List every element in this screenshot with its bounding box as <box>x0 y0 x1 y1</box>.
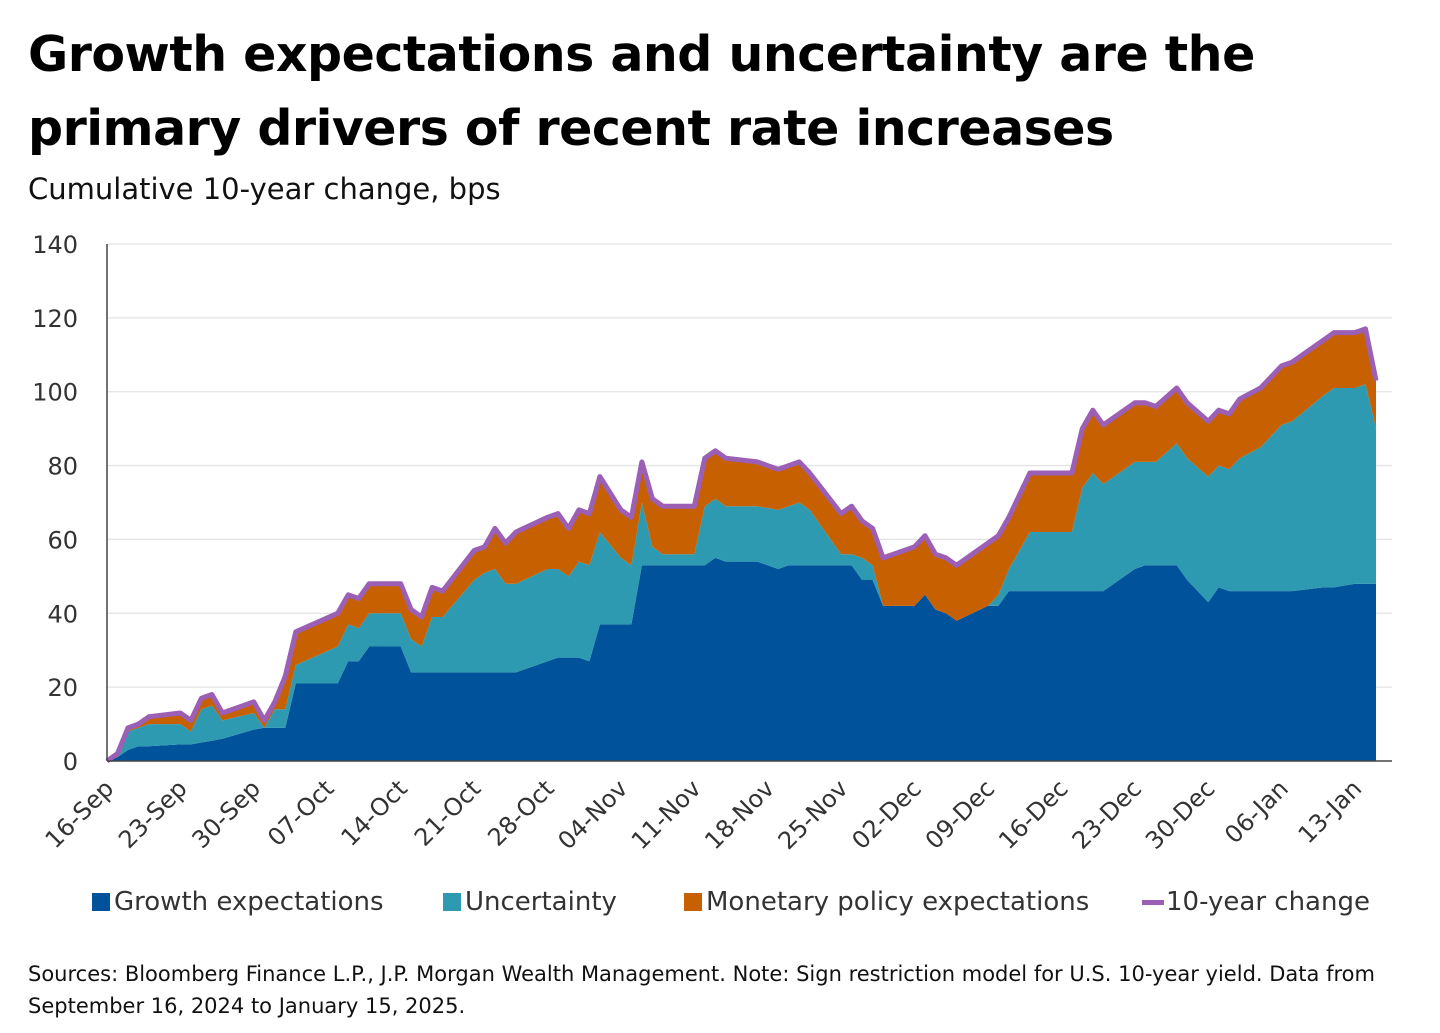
x-tick-label: 07-Oct <box>262 774 339 851</box>
chart-subtitle: Cumulative 10-year change, bps <box>28 172 501 206</box>
y-tick-label: 80 <box>47 453 78 481</box>
x-tick-label: 06-Jan <box>1219 774 1294 849</box>
chart-title: Growth expectations and uncertainty are … <box>28 26 1255 157</box>
y-tick-labels: 0 20 40 60 80 100 120 140 <box>32 231 78 776</box>
legend-label-ten-year: 10-year change <box>1166 887 1370 917</box>
legend-swatch-growth <box>92 893 110 911</box>
x-tick-label: 16-Dec <box>993 774 1073 854</box>
area-uncertainty <box>107 384 1376 761</box>
x-tick-label: 16-Sep <box>40 774 120 854</box>
x-tick-label: 11-Nov <box>626 774 707 855</box>
y-tick-label: 100 <box>32 379 78 407</box>
source-note: Sources: Bloomberg Finance L.P., J.P. Mo… <box>28 962 1375 1018</box>
legend-ten-year-change: 10-year change <box>1142 887 1370 917</box>
x-tick-label: 09-Dec <box>920 774 1000 854</box>
x-tick-label: 23-Dec <box>1067 774 1147 854</box>
y-tick-label: 120 <box>32 305 78 333</box>
legend-uncertainty: Uncertainty <box>443 887 617 917</box>
x-tick-label: 02-Dec <box>846 774 926 854</box>
legend-label-uncertainty: Uncertainty <box>465 887 617 917</box>
line-ten-year-change <box>105 326 1379 764</box>
legend-swatch-monetary <box>684 893 702 911</box>
legend-growth: Growth expectations <box>92 887 384 917</box>
legend-line-ten-year <box>1142 899 1164 905</box>
area-growth-expectations <box>107 557 1376 761</box>
x-tick-label: 13-Jan <box>1293 774 1368 849</box>
legend: Growth expectations Uncertainty Monetary… <box>0 887 1440 927</box>
chart: 0 20 40 60 80 100 120 140 16-Sep23-Sep30-Sep07-… <box>32 231 1392 855</box>
legend-monetary: Monetary policy expectations <box>684 887 1089 917</box>
x-tick-label: 25-Nov <box>773 774 854 855</box>
x-tick-label: 30-Dec <box>1140 774 1220 854</box>
x-tick-label: 04-Nov <box>552 774 633 855</box>
stacked-areas <box>105 326 1379 764</box>
x-tick-label: 14-Oct <box>336 774 413 851</box>
x-tick-label: 18-Nov <box>699 774 780 855</box>
x-tick-label: 30-Sep <box>187 774 267 854</box>
y-tick-label: 60 <box>47 526 78 554</box>
axes <box>106 244 1392 762</box>
x-tick-label: 28-Oct <box>482 774 559 851</box>
y-tick-label: 40 <box>47 600 78 628</box>
y-tick-label: 0 <box>63 748 78 776</box>
y-tick-label: 20 <box>47 674 78 702</box>
y-tick-label: 140 <box>32 231 78 259</box>
legend-label-growth: Growth expectations <box>114 887 384 917</box>
x-tick-labels: 16-Sep23-Sep30-Sep07-Oct14-Oct21-Oct28-O… <box>40 774 1368 855</box>
legend-swatch-uncertainty <box>443 893 461 911</box>
x-tick-label: 23-Sep <box>113 774 193 854</box>
x-tick-label: 21-Oct <box>409 774 486 851</box>
legend-label-monetary: Monetary policy expectations <box>706 887 1090 917</box>
